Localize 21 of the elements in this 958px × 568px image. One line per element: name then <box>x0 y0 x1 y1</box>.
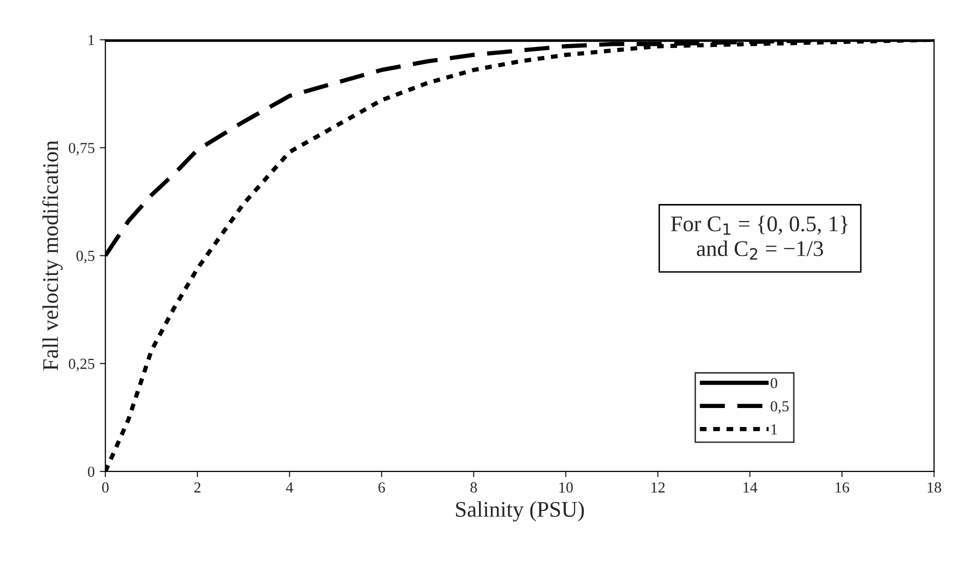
x-tick-label: 0 <box>102 482 109 493</box>
x-tick-label: 18 <box>928 482 942 493</box>
legend-label: 0,5 <box>770 401 789 414</box>
x-tick-label: 2 <box>194 482 200 492</box>
y-axis-title: Fall velocity modification <box>42 140 63 370</box>
y-tick-label: 1 <box>88 34 94 46</box>
y-tick-label: 0,5 <box>76 250 94 264</box>
legend-label: 1 <box>771 424 777 434</box>
x-axis-title: Salinity (PSU) <box>456 501 584 522</box>
y-tick-label: 0 <box>88 466 94 477</box>
annotation: For C$_{1}$ = {0, 0.5, 1} and C$_{2}$ = −1/3 <box>671 216 848 260</box>
legend-label: 0 <box>770 378 778 388</box>
y-tick-label: 0,25 <box>68 358 94 372</box>
x-tick-label: 4 <box>286 482 294 492</box>
x-tick-label: 14 <box>744 482 758 492</box>
y-tick-label: 0,75 <box>68 142 94 156</box>
x-tick-label: 8 <box>470 482 477 493</box>
x-tick-label: 16 <box>836 482 850 493</box>
x-tick-label: 10 <box>559 482 573 493</box>
x-tick-label: 12 <box>652 482 665 492</box>
x-tick-label: 6 <box>378 482 385 493</box>
